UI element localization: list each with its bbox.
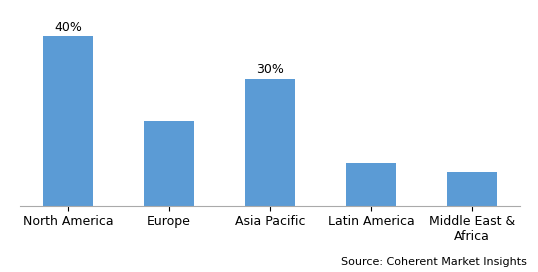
Bar [346, 163, 397, 206]
Text: 40%: 40% [54, 21, 82, 34]
Text: Source: Coherent Market Insights: Source: Coherent Market Insights [342, 256, 527, 267]
Bar [144, 121, 194, 206]
Text: 30%: 30% [256, 63, 284, 76]
Bar [43, 36, 94, 206]
Bar [447, 172, 497, 206]
Bar [245, 79, 295, 206]
